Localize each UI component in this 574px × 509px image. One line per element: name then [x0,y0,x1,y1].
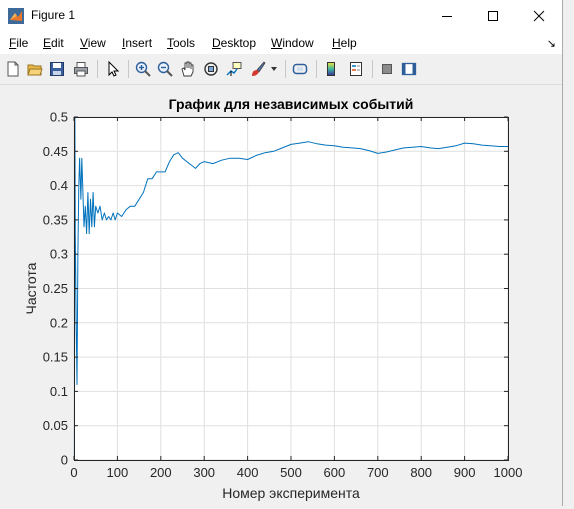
save-icon [50,62,64,76]
rotate-3d-button[interactable] [201,59,221,79]
select-arrow-button[interactable] [103,59,123,79]
plot-area: 0 100 200 300 400 500 600 700 800 900 1000 0 0.05 0.1… [0,85,562,506]
data-cursor-icon [226,62,242,76]
x-tick-label: 0 [70,465,77,480]
maximize-icon [488,11,498,21]
y-tick-label: 0.45 [43,144,68,159]
menu-edit[interactable]: Edit [43,36,64,50]
open-file-icon [27,64,43,76]
zoom-in-icon [135,61,151,77]
insert-colorbar-icon [327,62,335,76]
x-tick-label: 100 [107,465,129,480]
series-line[interactable] [73,116,508,461]
save-button[interactable] [47,59,67,79]
y-tick-label: 0.35 [43,212,68,227]
x-tick-label: 900 [454,465,476,480]
dock-arrow-icon[interactable]: ↘ [546,38,556,50]
line-chart[interactable]: 0 100 200 300 400 500 600 700 800 900 1000 0 0.05 0.1… [0,85,562,506]
window-title: Figure 1 [31,8,76,22]
figure-window: Figure 1 File Edit View Insert Tools Des… [0,0,562,506]
figure-toolbar [0,54,562,85]
open-file-button[interactable] [25,59,45,79]
menu-file[interactable]: File [9,36,29,50]
new-figure-button[interactable] [3,59,23,79]
chart-title: График для независимых событий [169,96,414,112]
link-plot-button[interactable] [290,59,310,79]
x-tick-label: 300 [193,465,215,480]
menu-desktop[interactable]: Desktop [212,36,257,50]
x-axis-label: Номер эксперимента [222,485,360,501]
y-tick-label: 0.2 [50,315,68,330]
hide-plot-tools-icon [382,64,392,74]
brush-menu-arrow[interactable] [268,59,280,79]
x-tick-label: 400 [237,465,259,480]
toolbar-separator [285,60,286,78]
minimize-button[interactable] [424,0,470,32]
y-tick-label: 0.4 [50,178,68,193]
y-tick-label: 0.25 [43,281,68,296]
y-axis-label: Частота [23,262,39,314]
y-tick-label: 0.5 [50,110,68,125]
menu-bar: File Edit View Insert Tools Desktop Wind… [0,32,562,54]
x-tick-label: 600 [324,465,346,480]
rotate-3d-icon [204,62,218,76]
show-plot-tools-icon [401,62,417,76]
y-tick-label: 0.1 [50,384,68,399]
matlab-app-icon [8,8,24,24]
menu-help[interactable]: Help [332,36,357,50]
toolbar-separator [372,60,373,78]
zoom-in-button[interactable] [133,59,153,79]
y-tick-label: 0 [61,453,68,468]
link-plot-icon [292,63,308,75]
brush-button[interactable] [248,59,268,79]
print-button[interactable] [71,59,91,79]
x-tick-label: 500 [280,465,302,480]
y-tick-label: 0.15 [43,350,68,365]
title-bar[interactable]: Figure 1 [0,0,562,32]
toolbar-separator [97,60,98,78]
pan-hand-icon [181,61,194,77]
x-tick-label: 1000 [494,465,523,480]
y-tick-label: 0.3 [50,247,68,262]
insert-colorbar-button[interactable] [321,59,341,79]
show-plot-tools-button[interactable] [399,59,419,79]
print-icon [74,62,88,77]
pan-button[interactable] [178,59,198,79]
menu-view[interactable]: View [80,36,106,50]
brush-icon [252,61,266,76]
chevron-down-icon [271,67,277,71]
insert-legend-button[interactable] [346,59,366,79]
zoom-out-icon [157,61,173,77]
toolbar-separator [128,60,129,78]
close-button[interactable] [516,0,562,32]
toolbar-separator [316,60,317,78]
x-tick-label: 200 [150,465,172,480]
zoom-out-button[interactable] [155,59,175,79]
x-tick-label: 800 [410,465,432,480]
menu-tools[interactable]: Tools [167,36,196,50]
y-tick-label: 0.05 [43,418,68,433]
close-icon [533,10,545,22]
data-cursor-button[interactable] [224,59,244,79]
menu-insert[interactable]: Insert [122,36,153,50]
x-tick-label: 700 [367,465,389,480]
select-arrow-icon [108,61,120,77]
insert-legend-icon [350,62,362,76]
maximize-button[interactable] [470,0,516,32]
hide-plot-tools-button[interactable] [377,59,397,79]
new-figure-icon [7,61,19,77]
menu-window[interactable]: Window [271,36,314,50]
minimize-icon [442,16,452,17]
